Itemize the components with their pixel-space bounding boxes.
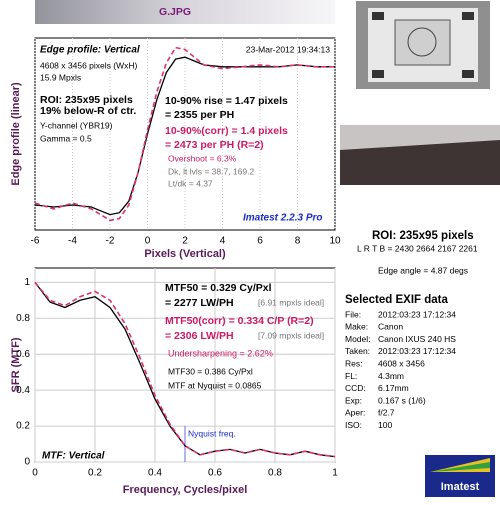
y-tick-label: 0.2: [16, 421, 30, 432]
exif-label: Exp:: [345, 395, 362, 405]
y-tick-label: 0: [24, 457, 30, 468]
edge-angle: Edge angle = 4.87 degs: [378, 265, 468, 275]
x-tick-label: -6: [31, 236, 40, 247]
exif-label: ISO:: [345, 420, 362, 430]
annotation: Gamma = 0.5: [40, 133, 92, 143]
annotation: = 2306 LW/PH: [165, 330, 234, 342]
annotation: Y-channel (YBR19): [40, 120, 113, 130]
annotation: [7.09 mpxls ideal]: [258, 330, 324, 340]
x-tick-label: 0.2: [88, 468, 102, 479]
x-tick-label: 8: [295, 236, 301, 247]
annotation: Imatest 2.2.3 Pro: [243, 213, 322, 224]
annotation: 4608 x 3456 pixels (WxH): [40, 60, 137, 70]
logo-text: Imatest: [441, 481, 480, 493]
file-title: G.JPG: [159, 6, 191, 18]
header-strip: [35, 0, 335, 24]
annotation: [6.91 mpxls ideal]: [258, 297, 324, 307]
x-axis-label: Frequency, Cycles/pixel: [123, 484, 248, 496]
edge-crop: [340, 125, 500, 185]
exif-label: Make:: [345, 322, 368, 332]
annotation: Dk, lt lvls = 38.7, 169.2: [168, 166, 254, 176]
y-axis-label: Edge profile (linear): [10, 82, 22, 186]
annotation: ROI: 235x95 pixels: [40, 94, 133, 106]
y-axis-label: SFR (MTF): [10, 337, 22, 392]
annotation: 15.9 Mpxls: [40, 72, 81, 82]
exif-value: Canon IXUS 240 HS: [378, 334, 456, 344]
exif-label: Aper:: [345, 408, 365, 418]
x-tick-label: 0.6: [208, 468, 222, 479]
x-tick-label: 0: [145, 236, 151, 247]
exif-label: Model:: [345, 334, 371, 344]
y-tick-label: 0.8: [16, 313, 30, 324]
x-tick-label: 1: [332, 468, 338, 479]
exif-value: 0.167 s (1/6): [378, 395, 426, 405]
edge-title: Edge profile: Vertical: [40, 45, 140, 56]
x-axis-label: Pixels (Vertical): [144, 248, 226, 260]
date: 23-Mar-2012 19:34:13: [246, 44, 330, 54]
annotation: = 2277 LW/PH: [165, 297, 234, 309]
annotation: MTF50 = 0.329 Cy/Pxl: [165, 282, 272, 294]
x-tick-label: 0.4: [148, 468, 162, 479]
exif-value: Canon: [378, 322, 403, 332]
series-line: [34, 282, 336, 458]
exif-value: 4608 x 3456: [378, 358, 425, 368]
annotation: Undersharpening = 2.62%: [168, 348, 273, 358]
annotation: Lt/dk = 4.37: [168, 178, 213, 188]
x-tick-label: -2: [106, 236, 115, 247]
x-tick-label: 10: [329, 236, 341, 247]
annotation: MTF30 = 0.386 Cy/Pxl: [168, 366, 253, 376]
exif-value: 2012:03:23 17:12:34: [378, 346, 456, 356]
exif-value: 2012:03:23 17:12:34: [378, 309, 456, 319]
y-tick-label: 0.6: [16, 349, 30, 360]
annotation: MTF at Nyquist = 0.0865: [168, 380, 262, 390]
exif-value: f/2.7: [378, 408, 395, 418]
annotation: 19% below-R of ctr.: [40, 105, 136, 117]
exif-title: Selected EXIF data: [345, 294, 449, 306]
exif-value: 6.17mm: [378, 383, 409, 393]
exif-value: 4.3mm: [378, 371, 404, 381]
exif-value: 100: [378, 420, 392, 430]
x-tick-label: 2: [182, 236, 188, 247]
exif-label: Taken:: [345, 346, 370, 356]
exif-label: File:: [345, 309, 361, 319]
x-tick-label: 0: [32, 468, 38, 479]
x-tick-label: 4: [220, 236, 226, 247]
x-tick-label: 0.8: [268, 468, 282, 479]
annotation: Overshoot = 6.3%: [168, 153, 237, 163]
annotation: 10-90% rise = 1.47 pixels: [165, 95, 288, 107]
roi-bounds: L R T B = 2430 2664 2167 2261: [357, 243, 478, 253]
logo: Imatest: [425, 455, 495, 497]
series-line: [34, 56, 335, 216]
annotation: 10-90%(corr) = 1.4 pixels: [165, 125, 288, 137]
x-tick-label: 6: [257, 236, 263, 247]
annotation: = 2473 per PH (R=2): [165, 139, 264, 151]
annotation: MTF50(corr) = 0.334 C/P (R=2): [165, 315, 314, 327]
y-tick-label: 0.4: [16, 385, 30, 396]
y-tick-label: 1: [24, 277, 30, 288]
nyquist-label: Nyquist freq.: [188, 428, 236, 438]
exif-label: CCD:: [345, 383, 366, 393]
roi-title: ROI: 235x95 pixels: [372, 230, 474, 242]
annotation: MTF: Vertical: [42, 451, 105, 462]
thumbnail: [356, 1, 490, 89]
annotation: = 2355 per PH: [165, 109, 234, 121]
exif-label: Res:: [345, 358, 362, 368]
series-line: [34, 46, 335, 222]
exif-label: FL:: [345, 371, 357, 381]
x-tick-label: -4: [68, 236, 77, 247]
